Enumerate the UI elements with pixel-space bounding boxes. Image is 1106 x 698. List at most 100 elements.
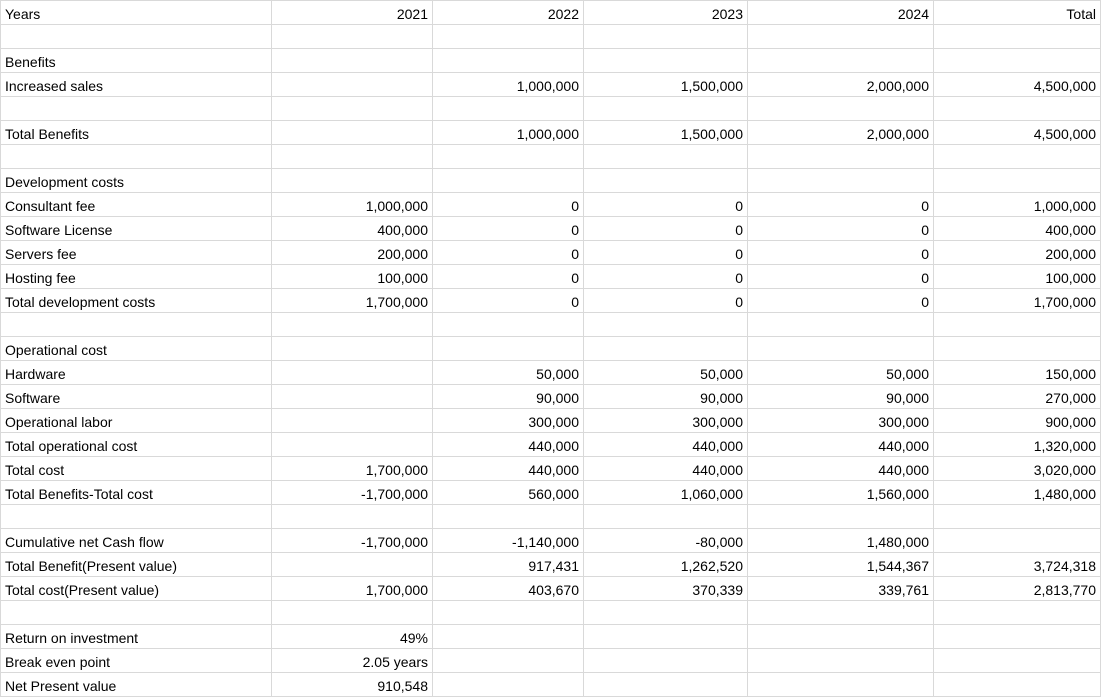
value-cell[interactable] (933, 600, 1101, 625)
value-cell[interactable] (933, 24, 1101, 49)
value-cell[interactable]: 300,000 (583, 408, 748, 433)
value-cell[interactable]: 3,020,000 (933, 456, 1101, 481)
value-cell[interactable]: 1,000,000 (432, 120, 584, 145)
value-cell[interactable] (432, 504, 584, 529)
value-cell[interactable] (271, 312, 433, 337)
value-cell[interactable] (271, 384, 433, 409)
value-cell[interactable]: 917,431 (432, 552, 584, 577)
value-cell[interactable]: -80,000 (583, 528, 748, 553)
value-cell[interactable]: 0 (432, 216, 584, 241)
value-cell[interactable] (271, 360, 433, 385)
value-cell[interactable]: -1,700,000 (271, 528, 433, 553)
value-cell[interactable] (747, 24, 934, 49)
value-cell[interactable]: 1,320,000 (933, 432, 1101, 457)
value-cell[interactable] (271, 432, 433, 457)
value-cell[interactable]: 100,000 (271, 264, 433, 289)
row-label-cell[interactable]: Total cost (0, 456, 272, 481)
value-cell[interactable]: 400,000 (933, 216, 1101, 241)
value-cell[interactable]: 2.05 years (271, 648, 433, 673)
value-cell[interactable] (432, 648, 584, 673)
value-cell[interactable]: 150,000 (933, 360, 1101, 385)
row-label-cell[interactable]: Total Benefits (0, 120, 272, 145)
value-cell[interactable]: 403,670 (432, 576, 584, 601)
value-cell[interactable] (747, 624, 934, 649)
value-cell[interactable] (271, 48, 433, 73)
value-cell[interactable]: 0 (583, 288, 748, 313)
value-cell[interactable]: 1,262,520 (583, 552, 748, 577)
value-cell[interactable] (271, 600, 433, 625)
value-cell[interactable]: 2,813,770 (933, 576, 1101, 601)
value-cell[interactable]: 300,000 (747, 408, 934, 433)
value-cell[interactable] (933, 504, 1101, 529)
value-cell[interactable] (432, 336, 584, 361)
value-cell[interactable]: 300,000 (432, 408, 584, 433)
row-label-cell[interactable] (0, 144, 272, 169)
value-cell[interactable]: 0 (432, 264, 584, 289)
value-cell[interactable] (432, 168, 584, 193)
value-cell[interactable]: 400,000 (271, 216, 433, 241)
row-label-cell[interactable]: Hosting fee (0, 264, 272, 289)
value-cell[interactable]: 3,724,318 (933, 552, 1101, 577)
value-cell[interactable] (432, 144, 584, 169)
value-cell[interactable]: 2,000,000 (747, 72, 934, 97)
value-cell[interactable] (432, 312, 584, 337)
value-cell[interactable] (271, 144, 433, 169)
value-cell[interactable] (747, 648, 934, 673)
value-cell[interactable] (747, 168, 934, 193)
value-cell[interactable] (933, 48, 1101, 73)
row-label-cell[interactable] (0, 600, 272, 625)
value-cell[interactable] (933, 624, 1101, 649)
value-cell[interactable]: 50,000 (583, 360, 748, 385)
value-cell[interactable]: 50,000 (432, 360, 584, 385)
value-cell[interactable]: 0 (747, 192, 934, 217)
value-cell[interactable]: 440,000 (583, 456, 748, 481)
value-cell[interactable]: 560,000 (432, 480, 584, 505)
row-label-cell[interactable]: Total Benefits-Total cost (0, 480, 272, 505)
row-label-cell[interactable]: Break even point (0, 648, 272, 673)
row-label-cell[interactable]: Software (0, 384, 272, 409)
row-label-cell[interactable]: Development costs (0, 168, 272, 193)
value-cell[interactable]: 0 (583, 240, 748, 265)
value-cell[interactable] (583, 168, 748, 193)
value-cell[interactable] (933, 168, 1101, 193)
value-cell[interactable]: 90,000 (432, 384, 584, 409)
value-cell[interactable]: 50,000 (747, 360, 934, 385)
value-cell[interactable]: 339,761 (747, 576, 934, 601)
value-cell[interactable] (583, 624, 748, 649)
row-label-cell[interactable]: Increased sales (0, 72, 272, 97)
row-label-cell[interactable]: Operational cost (0, 336, 272, 361)
value-cell[interactable]: 440,000 (747, 432, 934, 457)
value-cell[interactable]: Total (933, 0, 1101, 25)
value-cell[interactable] (271, 336, 433, 361)
row-label-cell[interactable]: Total operational cost (0, 432, 272, 457)
value-cell[interactable] (271, 552, 433, 577)
value-cell[interactable]: -1,140,000 (432, 528, 584, 553)
value-cell[interactable]: 900,000 (933, 408, 1101, 433)
value-cell[interactable] (271, 168, 433, 193)
value-cell[interactable]: 0 (747, 264, 934, 289)
value-cell[interactable] (933, 672, 1101, 697)
value-cell[interactable] (432, 624, 584, 649)
row-label-cell[interactable]: Software License (0, 216, 272, 241)
value-cell[interactable] (747, 96, 934, 121)
value-cell[interactable]: 440,000 (432, 432, 584, 457)
row-label-cell[interactable]: Total Benefit(Present value) (0, 552, 272, 577)
value-cell[interactable] (583, 600, 748, 625)
value-cell[interactable]: 1,060,000 (583, 480, 748, 505)
value-cell[interactable]: 2023 (583, 0, 748, 25)
row-label-cell[interactable]: Consultant fee (0, 192, 272, 217)
value-cell[interactable]: 440,000 (747, 456, 934, 481)
value-cell[interactable] (747, 312, 934, 337)
row-label-cell[interactable]: Total development costs (0, 288, 272, 313)
value-cell[interactable]: 2022 (432, 0, 584, 25)
value-cell[interactable]: 4,500,000 (933, 72, 1101, 97)
value-cell[interactable]: 90,000 (747, 384, 934, 409)
value-cell[interactable]: 2024 (747, 0, 934, 25)
value-cell[interactable] (432, 24, 584, 49)
value-cell[interactable]: 1,500,000 (583, 120, 748, 145)
value-cell[interactable] (747, 504, 934, 529)
value-cell[interactable] (583, 24, 748, 49)
row-label-cell[interactable]: Cumulative net Cash flow (0, 528, 272, 553)
value-cell[interactable]: 1,480,000 (747, 528, 934, 553)
value-cell[interactable]: 1,700,000 (271, 456, 433, 481)
